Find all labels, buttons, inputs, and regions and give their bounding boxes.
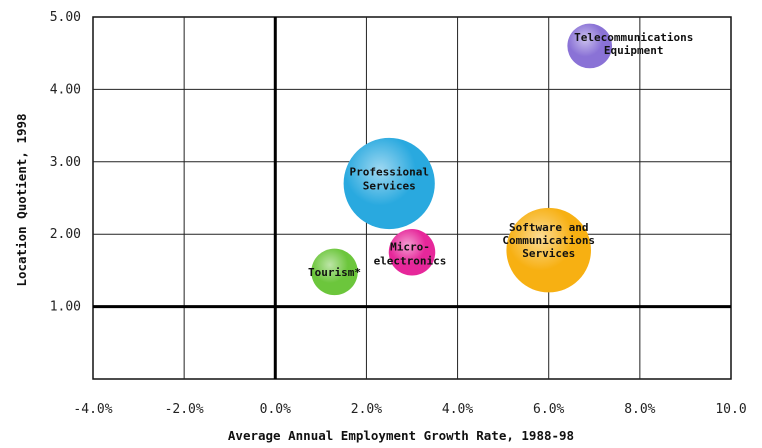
- x-tick-label: 6.0%: [533, 402, 564, 417]
- bubble-label: Services: [363, 180, 416, 193]
- y-tick-label: 1.00: [50, 300, 81, 315]
- x-tick-label: 4.0%: [442, 402, 473, 417]
- bubble-label: Telecommunications: [574, 31, 693, 44]
- x-tick-label: -2.0%: [165, 402, 204, 417]
- bubble-label: electronics: [374, 254, 447, 267]
- bubble-label: Communications: [502, 234, 595, 247]
- bubble-label: Micro-: [390, 240, 430, 253]
- bubble: [506, 207, 592, 293]
- y-tick-label: 3.00: [50, 155, 81, 170]
- x-tick-label: 8.0%: [624, 402, 655, 417]
- x-tick-label: 0.0%: [260, 402, 291, 417]
- bubble: [311, 248, 358, 296]
- bubble: [567, 23, 613, 69]
- y-axis-title: Location Quotient, 1998: [14, 113, 29, 286]
- x-axis-title: Average Annual Employment Growth Rate, 1…: [228, 428, 574, 443]
- bubbles-layer: [311, 23, 613, 296]
- bubble-label: Tourism*: [308, 266, 361, 279]
- x-tick-label: 2.0%: [351, 402, 382, 417]
- y-tick-label: 5.00: [50, 10, 81, 25]
- bubble: [388, 229, 436, 276]
- bubble-label: Services: [522, 247, 575, 260]
- y-tick-label: 2.00: [50, 227, 81, 242]
- bubble: [343, 137, 435, 230]
- bubble-label: Professional: [349, 166, 428, 179]
- bubble-label: Equipment: [604, 44, 664, 57]
- x-tick-label: -4.0%: [73, 402, 112, 417]
- x-tick-label: 10.0: [715, 402, 746, 417]
- tick-labels-layer: -4.0% -2.0% 0.0% 2.0% 4.0% 6.0% 8.0% 10.0 5.00 4.…: [50, 10, 747, 417]
- y-tick-label: 4.00: [50, 82, 81, 97]
- bubble-labels-layer: TelecommunicationsEquipmentProfessionalS…: [308, 31, 693, 279]
- bubble-label: Software and: [509, 221, 588, 234]
